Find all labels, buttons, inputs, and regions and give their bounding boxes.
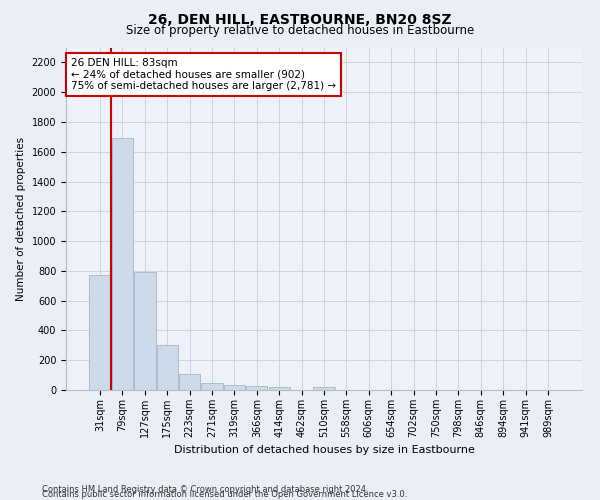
Bar — [89, 274, 111, 390]
Text: Contains public sector information licensed under the Open Government Licence v3: Contains public sector information licen… — [42, 490, 407, 499]
Bar — [269, 386, 290, 390]
Bar — [134, 272, 155, 390]
Bar — [202, 384, 223, 390]
Bar — [157, 346, 178, 390]
Bar — [112, 138, 133, 390]
Bar — [246, 386, 268, 390]
Bar — [224, 385, 245, 390]
Y-axis label: Number of detached properties: Number of detached properties — [16, 136, 26, 301]
Text: Size of property relative to detached houses in Eastbourne: Size of property relative to detached ho… — [126, 24, 474, 37]
X-axis label: Distribution of detached houses by size in Eastbourne: Distribution of detached houses by size … — [173, 446, 475, 456]
Bar — [313, 387, 335, 390]
Bar — [179, 374, 200, 390]
Text: Contains HM Land Registry data © Crown copyright and database right 2024.: Contains HM Land Registry data © Crown c… — [42, 484, 368, 494]
Text: 26 DEN HILL: 83sqm
← 24% of detached houses are smaller (902)
75% of semi-detach: 26 DEN HILL: 83sqm ← 24% of detached hou… — [71, 58, 336, 91]
Text: 26, DEN HILL, EASTBOURNE, BN20 8SZ: 26, DEN HILL, EASTBOURNE, BN20 8SZ — [148, 12, 452, 26]
